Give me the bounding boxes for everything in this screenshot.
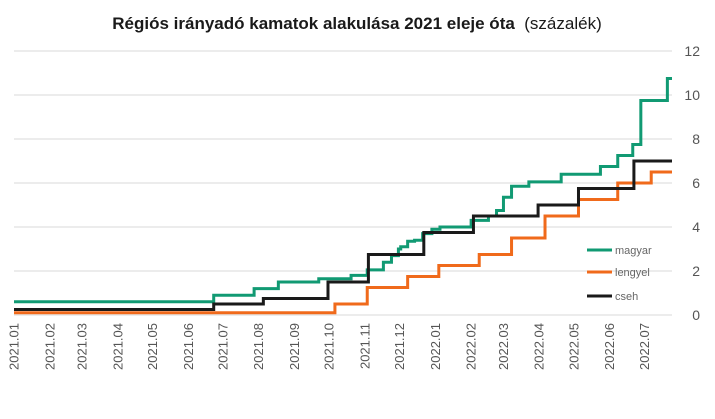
x-tick-label: 2021.05	[145, 323, 160, 370]
y-tick-label: 8	[692, 131, 700, 147]
chart-title: Régiós irányadó kamatok alakulása 2021 e…	[112, 14, 601, 33]
y-tick-label: 6	[692, 175, 700, 191]
x-tick-label: 2022.07	[637, 323, 652, 370]
x-tick-label: 2021.04	[110, 323, 125, 370]
series-line-cseh	[14, 159, 672, 311]
legend-label-cseh: cseh	[615, 291, 638, 303]
series-line-magyar	[14, 77, 672, 304]
x-tick-label: 2021.09	[287, 323, 302, 370]
series-line-lengyel	[14, 170, 672, 315]
x-tick-label: 2021.11	[357, 323, 372, 369]
legend: magyar lengyel cseh	[587, 245, 652, 303]
gridlines	[14, 50, 672, 316]
x-tick-label: 2022.03	[496, 323, 511, 370]
series-lines	[14, 77, 672, 315]
x-tick-label: 2021.10	[322, 323, 337, 370]
x-tick-label: 2022.02	[464, 323, 479, 370]
y-tick-label: 2	[692, 263, 700, 279]
y-tick-label: 10	[684, 87, 700, 103]
x-tick-label: 2022.06	[602, 323, 617, 370]
chart-title-main: Régiós irányadó kamatok alakulása 2021 e…	[112, 14, 515, 33]
chart-subtitle: (százalék)	[524, 14, 601, 33]
x-tick-label: 2021.01	[7, 323, 22, 370]
x-tick-label: 2022.01	[428, 323, 443, 370]
x-tick-label: 2021.02	[42, 323, 57, 370]
x-tick-label: 2022.05	[566, 323, 581, 370]
y-tick-label: 4	[692, 219, 700, 235]
legend-label-magyar: magyar	[615, 245, 652, 257]
x-tick-label: 2021.08	[251, 323, 266, 370]
legend-label-lengyel: lengyel	[615, 267, 650, 279]
x-tick-label: 2022.04	[532, 323, 547, 370]
x-tick-label: 2021.07	[215, 323, 230, 370]
y-tick-label: 0	[692, 307, 700, 323]
x-tick-label: 2021.12	[392, 323, 407, 370]
x-tick-label: 2021.03	[75, 323, 90, 370]
x-tick-label: 2021.06	[181, 323, 196, 370]
y-axis-ticks: 0 2 4 6 8 10 12	[684, 43, 700, 323]
y-tick-label: 12	[684, 43, 700, 59]
x-axis-ticks: 2021.01 2021.02 2021.03 2021.04 2021.05 2021.…	[7, 323, 652, 370]
